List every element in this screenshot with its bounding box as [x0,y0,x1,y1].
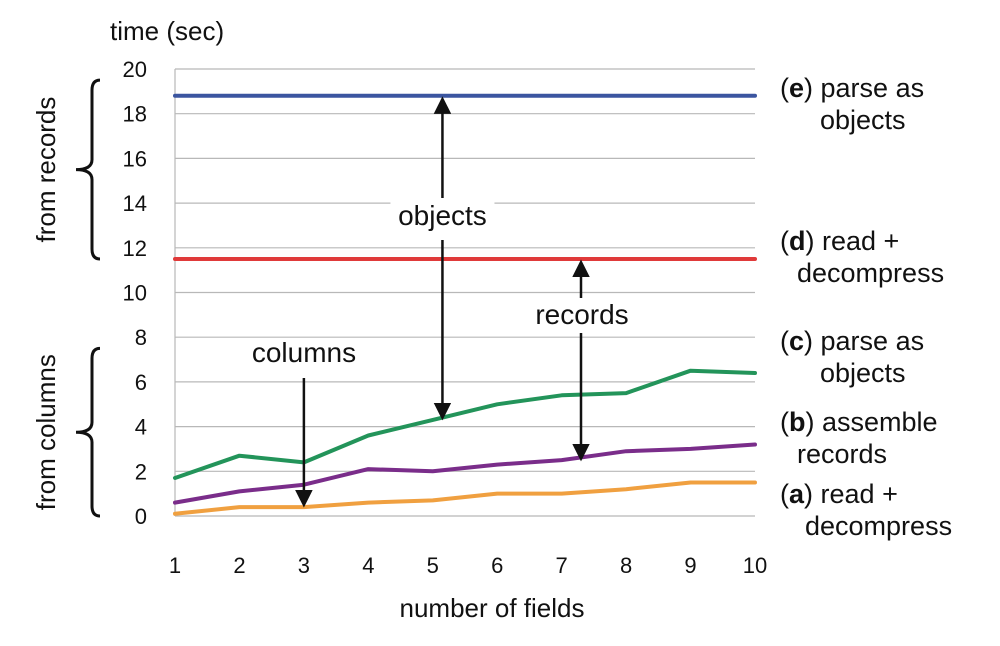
y-tick-label: 0 [135,504,147,529]
series-line-a [173,480,757,516]
y-tick-label: 20 [123,57,147,82]
group-brackets: from records from columns [31,78,101,518]
y-tick-label: 10 [123,281,147,306]
records-label: records [535,299,628,330]
group-bracket-1 [75,346,101,518]
y-axis-ticks: 0 2 4 6 8 10 12 14 16 18 20 [123,57,147,529]
x-tick-label: 10 [743,553,767,578]
x-axis-ticks: 1 2 3 4 5 6 7 8 9 10 [169,553,767,578]
annotations: objects records columns [252,96,629,508]
y-axis-title: time (sec) [110,16,224,46]
legend-entry-a: (a) read + [780,479,898,509]
group-bracket-0 [75,78,101,261]
legend-entry-c-line2: objects [820,358,906,388]
legend-entry-c: (c) parse as [780,326,924,356]
legend-entry-b-line2: records [797,439,887,469]
y-tick-label: 8 [135,325,147,350]
objects-label-bg [390,198,495,234]
group-label-1: from columns [31,354,61,510]
x-tick-label: 7 [556,553,568,578]
x-tick-label: 1 [169,553,181,578]
x-tick-label: 5 [427,553,439,578]
y-tick-label: 14 [123,191,147,216]
group-label-0: from records [31,97,61,243]
x-tick-label: 3 [298,553,310,578]
y-tick-label: 16 [123,146,147,171]
legend-entry-d-line2: decompress [797,258,944,288]
y-tick-label: 18 [123,102,147,127]
x-tick-label: 4 [362,553,374,578]
series-line-b [173,442,757,505]
gridlines [174,68,755,517]
series-line-c [173,368,757,480]
x-tick-label: 2 [233,553,245,578]
y-tick-label: 6 [135,370,147,395]
x-axis-title: number of fields [400,593,585,623]
x-tick-label: 9 [684,553,696,578]
legend-entry-a-line2: decompress [805,511,952,541]
x-tick-label: 8 [620,553,632,578]
y-tick-label: 12 [123,236,147,261]
series-lines [173,93,757,516]
legend-entry-b: (b) assemble [780,407,938,437]
legend-entry-e-line2: objects [820,105,906,135]
columns-label: columns [252,337,356,368]
x-tick-label: 6 [491,553,503,578]
y-tick-label: 4 [135,415,147,440]
y-tick-label: 2 [135,459,147,484]
legend-entry-e: (e) parse as [780,73,924,103]
objects-label: objects [398,200,487,231]
legend-entry-d: (d) read + [780,226,899,256]
